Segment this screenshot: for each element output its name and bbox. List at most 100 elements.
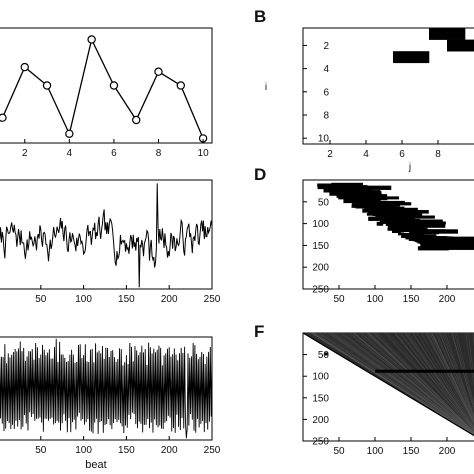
panel-f-pattern-band	[347, 332, 474, 435]
panel-f-pattern-band	[350, 332, 474, 434]
panel-c-series-line	[0, 183, 213, 288]
panel-b-xtick-label: 8	[435, 149, 441, 160]
panel-d-ytick-label: 100	[312, 219, 329, 230]
panel-c-xtick-label: 200	[161, 294, 178, 305]
panel-f-pattern-band	[334, 332, 474, 435]
panel-letter-f: F	[254, 322, 264, 341]
panel-f-ytick-label: 200	[312, 415, 329, 426]
panel-f-pattern-band	[416, 332, 474, 427]
panel-b-xtick-label: 6	[399, 149, 405, 160]
panel-f-pattern-band	[331, 332, 474, 435]
panel-c-xtick-label: 250	[204, 294, 221, 305]
panel-f-pattern-band	[431, 332, 474, 423]
panel-d-pattern-band	[388, 224, 432, 228]
panel-f-pattern-band	[317, 332, 474, 436]
panel-f-xtick-label: 200	[439, 446, 456, 457]
panel-d-pattern-band	[337, 193, 375, 196]
panel-e-xtick-label: 50	[35, 445, 47, 456]
panel-b-cell	[447, 28, 466, 40]
panel-d-pattern-band	[383, 211, 390, 216]
panel-d: 50 100 150 200 50 100 150 200 250	[302, 179, 474, 305]
panel-f-ytick-label: 250	[312, 437, 329, 448]
panel-d-ytick-label: 150	[312, 241, 329, 252]
panel-a-data-point	[0, 113, 7, 122]
panel-a-data-point	[109, 81, 119, 90]
panel-b-cell	[465, 39, 474, 52]
panel-d-ytick-label: 200	[312, 263, 329, 274]
panel-d-pattern-band	[355, 206, 363, 209]
panel-f-ytick-label: 100	[312, 372, 329, 383]
panel-f-pattern-band	[452, 332, 474, 411]
panel-c-xtick-label: 100	[75, 294, 92, 305]
panel-d-pattern-band	[342, 185, 392, 190]
panel-f-pattern-band	[394, 332, 474, 431]
panel-e-series-line	[0, 338, 213, 439]
panel-f-pattern-band	[451, 332, 474, 411]
panel-d-pattern-band	[410, 229, 458, 234]
panel-f-pattern-band	[467, 332, 474, 378]
panel-e-frame	[0, 336, 213, 441]
panel-d-pattern-band	[328, 188, 341, 191]
panel-f-pattern-band	[377, 332, 474, 433]
panel-d-pattern-band	[391, 229, 401, 234]
panel-f-ytick-label: 50	[318, 350, 330, 361]
panel-b-ytick-label: 4	[323, 64, 329, 75]
panel-f-pattern-band	[399, 332, 474, 430]
panel-d-pattern-band	[376, 221, 384, 226]
panel-f-xtick-label: 150	[403, 446, 420, 457]
panel-d-pattern-band	[401, 234, 437, 239]
panel-b-cell	[447, 39, 466, 52]
panel-f-pattern-band	[320, 332, 474, 436]
panel-d-ytick-label: 50	[318, 197, 330, 208]
panel-f-pattern-band	[441, 332, 474, 418]
panel-b-cell	[411, 51, 430, 64]
panel-f-pattern-band	[302, 332, 474, 437]
panel-f-xtick-label: 50	[333, 446, 345, 457]
panel-f-xtick-label: 100	[367, 446, 384, 457]
panel-a-data-point	[42, 81, 52, 90]
panel-f-pattern-band	[431, 332, 474, 423]
panel-f-pattern-band	[432, 332, 474, 423]
panel-f-pattern-band	[435, 332, 474, 421]
panel-b-ytick-label: 8	[323, 111, 329, 122]
panel-b-ylabel: i	[265, 82, 267, 93]
panel-d-pattern-band	[389, 220, 423, 224]
panel-b-ytick-label: 2	[323, 41, 329, 52]
panel-f-pattern-band	[439, 332, 474, 419]
panel-f-pattern-band	[369, 332, 474, 433]
panel-f-pattern-band	[388, 332, 474, 431]
panel-b-xtick-label: 4	[363, 149, 369, 160]
panel-b: 2 4 6 8 2 4 6 8 10 j i	[265, 27, 474, 173]
panel-b-xtick-label: 2	[327, 149, 333, 160]
panel-a-data-point	[154, 67, 163, 76]
panel-b-frame	[302, 27, 474, 145]
panel-d-xtick-label: 100	[367, 294, 384, 305]
panel-f-pattern-band	[436, 332, 474, 421]
panel-d-xtick-label: 150	[403, 294, 420, 305]
panel-f-pattern-band	[374, 332, 474, 433]
panel-f-pattern-band	[311, 332, 474, 436]
panel-f-pattern-band	[456, 332, 474, 406]
panel-f-pattern-band	[358, 332, 474, 434]
panel-f: 50 100 150 200 50 100 150 200 250	[302, 332, 474, 457]
panel-c: 50 100 150 200 250	[0, 179, 221, 305]
panel-f-pattern-band	[465, 332, 474, 387]
panel-d-pattern-band	[403, 236, 474, 250]
panel-a-xtick-label: 6	[111, 148, 117, 159]
panel-f-ytick-label: 150	[312, 393, 329, 404]
panel-d-pattern-band	[356, 200, 363, 204]
panel-c-frame	[0, 179, 213, 290]
panel-d-pattern-band	[376, 209, 417, 213]
panel-d-pattern-band	[366, 213, 388, 216]
panel-d-pattern-band	[400, 227, 418, 232]
panel-d-pattern-band	[331, 182, 363, 187]
panel-a-xtick-label: 4	[67, 148, 73, 159]
panel-f-pattern-band	[412, 332, 474, 428]
panel-a-data-point	[20, 62, 29, 72]
panel-f-pattern-band	[401, 332, 474, 430]
panel-d-xtick-label: 50	[333, 294, 345, 305]
panel-d-ytick-label: 250	[312, 285, 329, 296]
panel-f-pattern-band	[372, 332, 474, 433]
panel-d-pattern-band	[338, 195, 363, 200]
